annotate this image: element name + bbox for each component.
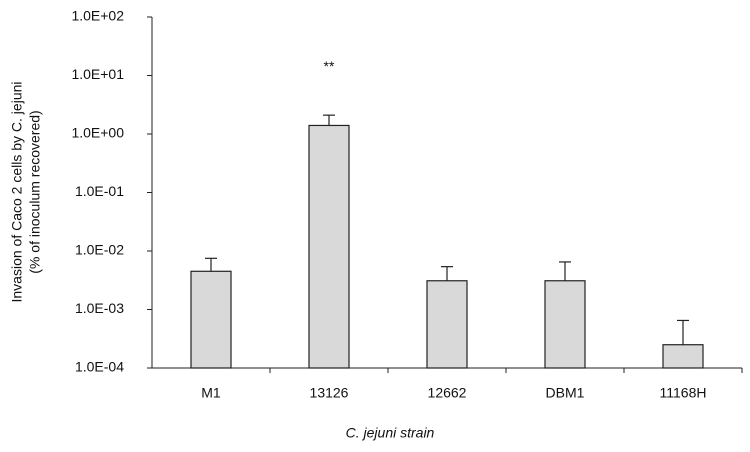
bar <box>426 280 468 369</box>
x-tick-label: M1 <box>201 385 221 401</box>
x-tick-label: 11168H <box>660 385 707 401</box>
y-axis-label: Invasion of Caco 2 cells by C. jejuni <box>9 82 25 303</box>
y-tick-label: 1.0E-02 <box>75 242 124 258</box>
y-tick-label: 1.0E+02 <box>71 8 124 24</box>
y-tick-label: 1.0E-03 <box>75 300 124 316</box>
bar <box>544 280 586 369</box>
bar <box>662 344 704 369</box>
bar <box>308 124 350 369</box>
x-axis-label: C. jejuni strain <box>346 425 435 441</box>
bar <box>190 270 232 369</box>
y-tick-label: 1.0E+00 <box>71 125 124 141</box>
x-tick-label: DBM1 <box>546 385 585 401</box>
y-tick-label: 1.0E-01 <box>75 183 124 199</box>
y-tick-label: 1.0E-04 <box>75 359 124 375</box>
x-tick-label: 12662 <box>428 385 467 401</box>
x-tick-label: 13126 <box>310 385 349 401</box>
y-axis-label: (% of inoculum recovered) <box>27 110 43 273</box>
annotation: ** <box>324 58 335 74</box>
y-tick-label: 1.0E+01 <box>71 66 124 82</box>
